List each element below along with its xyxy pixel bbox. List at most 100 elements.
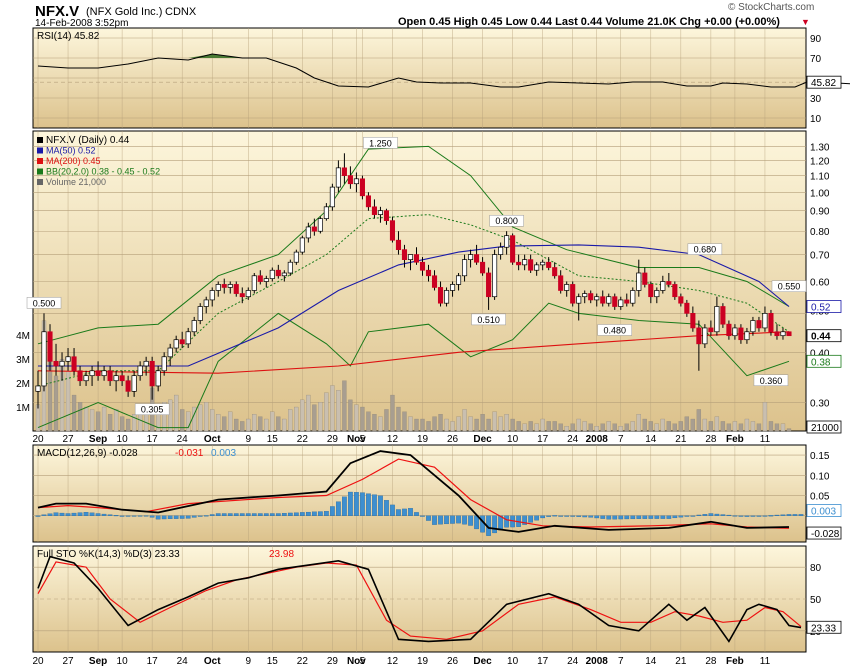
volume-bar — [582, 421, 587, 432]
macd-histogram-bar — [528, 515, 533, 523]
candle-up — [263, 278, 269, 282]
volume-bar — [594, 426, 599, 432]
volume-bar — [780, 423, 786, 432]
macd-value-badge-box — [806, 526, 842, 540]
candle-up — [143, 360, 149, 367]
volume-bar — [354, 404, 359, 432]
macd-line — [37, 450, 790, 533]
volume-bar — [89, 409, 95, 432]
candle-up — [534, 264, 540, 271]
macd-histogram-bar — [312, 511, 317, 516]
macd-histogram-bar — [215, 513, 221, 516]
volume-bar — [516, 421, 521, 432]
exchange-label: CDNX — [165, 6, 197, 18]
candle-down — [389, 220, 396, 241]
price-panel-bg — [32, 130, 807, 432]
x-axis-label: 26 — [447, 434, 459, 445]
last-price-badge-box — [806, 329, 842, 343]
volume-bar — [342, 380, 347, 432]
volume-tick-label: 3M — [16, 355, 30, 366]
volume-bar — [252, 414, 257, 432]
volume-bar — [618, 426, 623, 432]
macd-histogram-bar — [420, 515, 425, 517]
volume-bar — [168, 399, 173, 432]
volume-bar — [588, 423, 593, 432]
price-annotation: 0.480 — [603, 325, 626, 335]
volume-bar — [696, 409, 702, 432]
rsi-value-badge: 45.82 — [811, 78, 836, 89]
legend-swatch — [37, 137, 43, 143]
macd-histogram-bar — [149, 515, 155, 518]
candle-down — [720, 306, 726, 325]
volume-bar — [546, 421, 551, 432]
price-tick-label: 1.10 — [810, 172, 830, 183]
macd-histogram-bar — [233, 513, 239, 516]
candle-down — [552, 267, 558, 277]
macd-histogram-bar — [642, 515, 648, 519]
candle-up — [702, 327, 708, 345]
volume-bar — [390, 394, 395, 432]
volume-bar — [312, 404, 317, 432]
price-annotation-box — [471, 313, 506, 326]
candle-down — [756, 320, 762, 329]
candle-up — [780, 331, 786, 337]
macd-histogram-bar — [684, 515, 690, 517]
x-axis-label: 17 — [147, 434, 159, 445]
macd-histogram-bar — [564, 515, 570, 517]
macd-histogram-bar — [690, 515, 696, 517]
x-axis-label-bottom: 10 — [507, 656, 519, 667]
volume-bar — [366, 411, 371, 432]
macd-histogram-bar — [35, 515, 41, 517]
candle-down — [486, 272, 492, 298]
candle-up — [251, 275, 257, 291]
candle-up — [582, 293, 588, 298]
candle-up — [167, 347, 173, 358]
volume-bar — [756, 423, 762, 432]
volume-bar — [107, 414, 113, 432]
candle-down — [738, 327, 744, 341]
x-axis-label: 29 — [327, 434, 339, 445]
macd-histogram-bar — [239, 513, 245, 516]
x-axis-label-bottom: 20 — [32, 656, 44, 667]
macd-histogram-bar — [426, 515, 431, 521]
macd-histogram-bar — [41, 514, 47, 516]
rsi-tick-label: 70 — [810, 54, 822, 65]
candle-up — [540, 261, 546, 266]
volume-bar — [246, 418, 251, 432]
x-axis-label: 20 — [32, 434, 44, 445]
x-axis-label: Sep — [89, 434, 107, 445]
x-axis-label: Nov — [347, 434, 366, 445]
x-axis-label: 24 — [567, 434, 579, 445]
rsi-overbought-fill — [38, 54, 850, 58]
candle-up — [660, 281, 666, 291]
candle-up — [564, 284, 570, 291]
volume-bar — [426, 421, 431, 432]
volume-bar — [420, 418, 425, 432]
candle-up — [185, 331, 191, 345]
volume-bar — [384, 409, 389, 432]
volume-bar — [264, 418, 269, 432]
x-axis-label: 24 — [177, 434, 189, 445]
x-axis-label-bottom: 14 — [645, 656, 657, 667]
macd-histogram-bar — [570, 515, 576, 517]
volume-bar — [786, 428, 792, 432]
candle-down — [558, 275, 564, 291]
macd-histogram-bar — [71, 512, 77, 516]
candle-up — [161, 356, 167, 372]
volume-bar — [624, 423, 629, 432]
volume-bar — [450, 421, 455, 432]
candle-up — [732, 327, 738, 337]
volume-bar — [576, 418, 581, 432]
macd-histogram-bar — [636, 515, 642, 519]
macd-histogram-bar — [354, 492, 359, 516]
price-annotation-box — [26, 297, 62, 309]
macd-histogram-bar — [107, 514, 113, 516]
volume-bar — [198, 404, 203, 432]
macd-histogram-bar — [245, 513, 251, 516]
macd-histogram-bar — [750, 515, 756, 517]
volume-bar — [113, 409, 119, 432]
price-annotation: 0.800 — [495, 216, 518, 226]
x-axis-label: 10 — [507, 434, 519, 445]
candle-down — [474, 254, 480, 263]
candle-down — [71, 356, 77, 372]
